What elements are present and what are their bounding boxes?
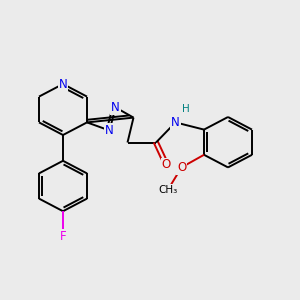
Text: F: F bbox=[60, 230, 66, 243]
Text: O: O bbox=[162, 158, 171, 172]
Text: CH₃: CH₃ bbox=[158, 184, 178, 195]
Text: N: N bbox=[111, 101, 120, 114]
Text: H: H bbox=[182, 104, 190, 114]
Text: N: N bbox=[105, 124, 114, 137]
Text: N: N bbox=[171, 116, 180, 129]
Text: O: O bbox=[177, 161, 186, 174]
Text: N: N bbox=[58, 77, 68, 91]
